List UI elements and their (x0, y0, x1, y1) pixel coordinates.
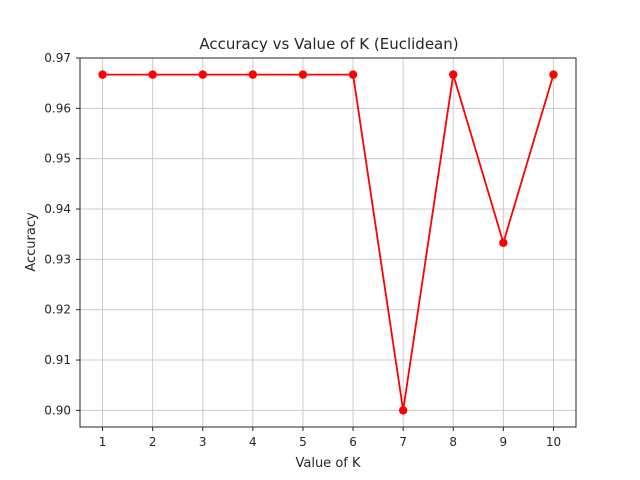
y-axis-ticks: 0.90 0.91 0.92 0.93 0.94 0.95 0.96 0.97 (44, 51, 80, 417)
x-tick-label: 4 (249, 435, 257, 449)
y-axis-label: Accuracy (24, 212, 39, 272)
y-tick-label: 0.93 (44, 252, 71, 266)
series-line (102, 73, 555, 412)
y-tick-label: 0.95 (44, 152, 71, 166)
x-tick-label: 1 (99, 435, 107, 449)
data-point (499, 238, 508, 247)
data-point (549, 70, 558, 79)
chart-title: Accuracy vs Value of K (Euclidean) (199, 35, 458, 53)
y-tick-label: 0.94 (44, 202, 71, 216)
series-layer (98, 70, 558, 415)
data-point (248, 70, 258, 79)
data-point (348, 70, 358, 79)
y-tick-label: 0.97 (44, 51, 71, 65)
x-tick-label: 5 (299, 435, 307, 449)
data-point (98, 70, 107, 79)
data-point (398, 406, 408, 415)
data-point (298, 70, 308, 79)
y-tick-label: 0.91 (44, 353, 71, 367)
x-axis-ticks: 1 2 3 4 5 6 7 8 9 10 (99, 427, 561, 449)
y-tick-label: 0.92 (44, 303, 71, 317)
x-tick-label: 3 (199, 435, 207, 449)
x-tick-label: 7 (399, 435, 407, 449)
x-tick-label: 6 (349, 435, 357, 449)
x-tick-label: 10 (546, 435, 561, 449)
x-tick-label: 9 (500, 435, 508, 449)
data-point (449, 70, 458, 79)
data-point (148, 70, 157, 79)
plot-frame (79, 57, 577, 428)
data-point (198, 70, 207, 79)
x-tick-label: 2 (149, 435, 157, 449)
y-tick-label: 0.90 (44, 403, 71, 417)
x-axis-label: Value of K (295, 456, 360, 471)
x-tick-label: 8 (449, 435, 457, 449)
y-tick-label: 0.96 (44, 101, 71, 115)
